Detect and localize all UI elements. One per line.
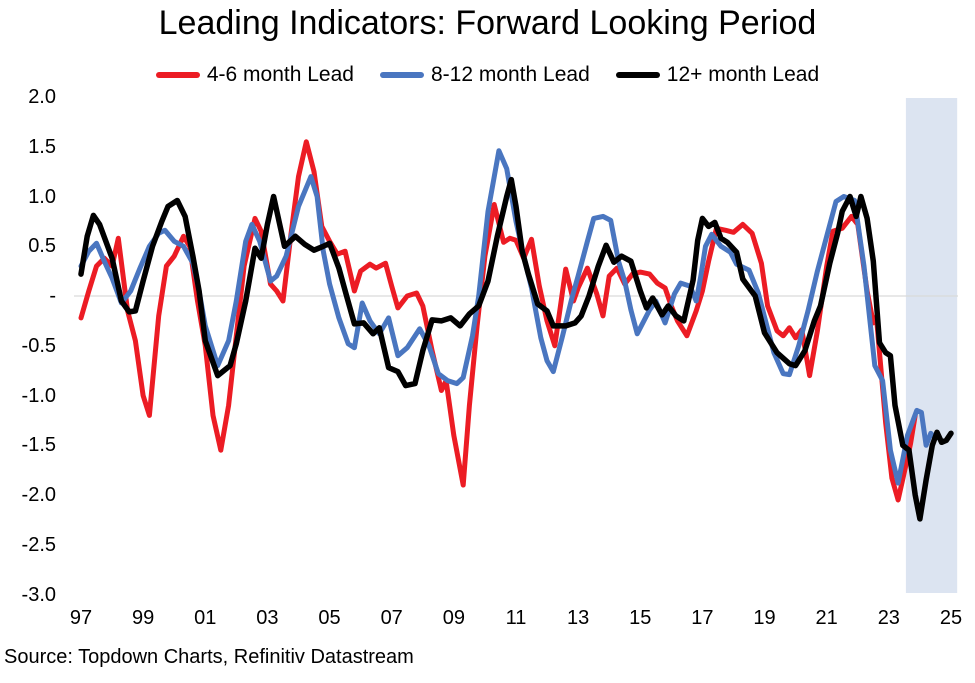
legend-item-4-6-month: 4-6 month Lead <box>155 63 354 87</box>
blue-line-swatch-icon <box>379 72 424 78</box>
y-tick-label: -1.0 <box>21 384 56 407</box>
x-tick-label: 17 <box>691 607 714 629</box>
source-note: Source: Topdown Charts, Refinitiv Datast… <box>4 646 414 668</box>
x-tick-label: 07 <box>380 607 403 629</box>
forward-period-highlight-band <box>905 98 958 593</box>
legend-label: 8-12 month Lead <box>430 63 590 86</box>
x-tick-label: 25 <box>939 607 963 629</box>
x-tick-label: 19 <box>753 607 776 629</box>
chart-title: Leading Indicators: Forward Looking Peri… <box>158 4 817 42</box>
y-tick-label: 1.0 <box>28 185 56 208</box>
x-tick-label: 21 <box>815 607 838 629</box>
legend-item-8-12-month: 8-12 month Lead <box>379 63 590 87</box>
red-line-swatch-icon <box>155 72 200 78</box>
chart-legend: 4-6 month Lead 8-12 month Lead 12+ month… <box>0 63 975 87</box>
x-tick-label: 15 <box>629 607 652 629</box>
x-tick-label: 03 <box>256 607 279 629</box>
y-tick-label: -2.0 <box>21 484 56 506</box>
legend-label: 4-6 month Lead <box>206 63 354 86</box>
y-tick-label: 2.0 <box>28 86 56 108</box>
legend-label: 12+ month Lead <box>666 63 820 86</box>
x-tick-label: 09 <box>442 607 465 629</box>
y-tick-label: 0.5 <box>28 235 56 258</box>
black-line-swatch-icon <box>615 72 660 78</box>
y-tick-label: -1.5 <box>21 434 56 457</box>
x-tick-label: 99 <box>132 607 155 629</box>
y-tick-label: -0.5 <box>21 334 56 357</box>
y-tick-label: - <box>49 285 56 307</box>
y-tick-label: -2.5 <box>21 533 56 556</box>
x-tick-label: 05 <box>318 607 341 629</box>
y-tick-label: -3.0 <box>21 583 56 606</box>
series-line-12-month-lead <box>78 176 954 522</box>
series-line-4-6-month-lead <box>78 139 918 503</box>
y-tick-label: 1.5 <box>28 135 56 158</box>
x-tick-label: 97 <box>69 607 93 629</box>
x-tick-label: 01 <box>194 607 217 629</box>
x-tick-label: 23 <box>877 607 900 629</box>
legend-item-12-plus-month: 12+ month Lead <box>615 63 820 87</box>
x-tick-label: 11 <box>505 607 527 629</box>
x-tick-label: 13 <box>566 607 590 629</box>
